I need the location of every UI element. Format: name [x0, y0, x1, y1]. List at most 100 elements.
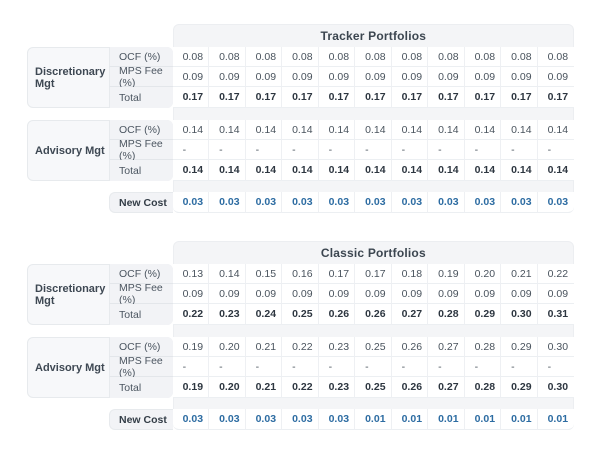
fee-value-cell: 0.09	[464, 67, 502, 87]
row-label: Total	[109, 160, 173, 181]
fee-value-cell: 0.21	[245, 337, 283, 357]
fee-value-cell: 0.22	[537, 264, 575, 284]
fee-value-cell: 0.30	[537, 377, 575, 398]
fee-value-cell: 0.14	[245, 160, 283, 181]
fee-value-cell: 0.08	[428, 47, 465, 67]
fee-value-cell: 0.19	[428, 264, 465, 284]
fee-value-cell: 0.29	[464, 304, 502, 325]
fee-value-cell: 0.14	[209, 160, 246, 181]
fee-value-cell: 0.14	[282, 120, 319, 140]
fee-value-cell: 0.21	[245, 377, 283, 398]
fee-value-cell: -	[464, 357, 502, 377]
fee-value-cell: 0.29	[501, 377, 538, 398]
fee-value-cell: 0.09	[355, 284, 392, 304]
fee-value-cell: 0.14	[209, 120, 246, 140]
new-cost-value-cell: 0.03	[318, 192, 356, 213]
fee-value-cell: 0.25	[282, 304, 319, 325]
fee-value-cell: 0.16	[282, 264, 319, 284]
fee-value-cell: 0.17	[172, 87, 210, 108]
fee-value-cell: 0.09	[318, 67, 356, 87]
fee-value-cell: 0.09	[428, 67, 465, 87]
fee-value-cell: 0.14	[245, 120, 283, 140]
fee-value-cell: 0.14	[318, 120, 356, 140]
fee-value-cell: -	[172, 140, 210, 160]
fee-value-cell: 0.08	[391, 47, 429, 67]
fee-value-cell: 0.08	[537, 47, 575, 67]
new-cost-value-cell: 0.01	[537, 409, 575, 430]
fee-value-cell: 0.09	[172, 67, 210, 87]
row-label: OCF (%)	[109, 120, 173, 140]
fee-value-cell: 0.09	[501, 67, 538, 87]
fee-value-cell: -	[245, 357, 283, 377]
fee-value-cell: 0.08	[501, 47, 538, 67]
fee-value-cell: -	[501, 357, 538, 377]
new-cost-value-cell: 0.03	[245, 409, 283, 430]
fee-value-cell: 0.08	[172, 47, 210, 67]
row-label: Total	[109, 304, 173, 325]
fee-value-cell: 0.17	[464, 87, 502, 108]
fee-value-cell: 0.14	[428, 160, 465, 181]
row-label: MPS Fee (%)	[109, 282, 173, 306]
fee-value-cell: -	[209, 140, 246, 160]
row-label: Total	[109, 87, 173, 108]
fee-value-cell: -	[464, 140, 502, 160]
fee-value-cell: 0.29	[501, 337, 538, 357]
new-cost-value-cell: 0.01	[464, 409, 502, 430]
fee-value-cell: 0.28	[428, 304, 465, 325]
fee-value-cell: 0.09	[318, 284, 356, 304]
new-cost-value-cell: 0.03	[501, 192, 538, 213]
fee-value-cell: 0.26	[391, 377, 429, 398]
fee-value-cell: 0.14	[501, 160, 538, 181]
new-cost-value-cell: 0.01	[355, 409, 392, 430]
fee-table-classic: Classic Portfolios Discretionary Mgt OCF …	[0, 241, 602, 430]
fee-value-cell: 0.09	[209, 284, 246, 304]
table-title: Classic Portfolios	[320, 245, 426, 260]
fee-value-cell: 0.09	[245, 67, 283, 87]
group-label: Advisory Mgt	[35, 361, 105, 374]
fee-value-cell: -	[428, 140, 465, 160]
fee-value-cell: 0.25	[355, 337, 392, 357]
fee-value-cell: 0.17	[318, 87, 356, 108]
fee-value-cell: 0.14	[464, 120, 502, 140]
new-cost-value-cell: 0.03	[391, 192, 429, 213]
new-cost-value-cell: 0.01	[428, 409, 465, 430]
row-label: MPS Fee (%)	[109, 65, 173, 89]
new-cost-label: New Cost	[109, 409, 173, 430]
fee-value-cell: -	[318, 140, 356, 160]
fee-value-cell: 0.09	[172, 284, 210, 304]
fee-value-cell: 0.26	[355, 304, 392, 325]
row-label: MPS Fee (%)	[109, 138, 173, 162]
new-cost-value-cell: 0.03	[209, 409, 246, 430]
row-label: MPS Fee (%)	[109, 355, 173, 379]
new-cost-value-cell: 0.03	[537, 192, 575, 213]
fee-value-cell: 0.14	[355, 160, 392, 181]
fee-value-cell: 0.08	[245, 47, 283, 67]
row-label: OCF (%)	[109, 337, 173, 357]
fee-value-cell: 0.18	[391, 264, 429, 284]
fee-value-cell: 0.08	[282, 47, 319, 67]
fee-value-cell: 0.08	[209, 47, 246, 67]
fee-value-cell: 0.08	[318, 47, 356, 67]
table-title: Tracker Portfolios	[320, 28, 427, 43]
fee-value-cell: -	[391, 140, 429, 160]
fee-value-cell: 0.30	[501, 304, 538, 325]
fee-value-cell: 0.31	[537, 304, 575, 325]
new-cost-value-cell: 0.03	[355, 192, 392, 213]
fee-value-cell: -	[282, 357, 319, 377]
fee-value-cell: 0.17	[537, 87, 575, 108]
fee-value-cell: 0.08	[464, 47, 502, 67]
fee-value-cell: 0.22	[282, 377, 319, 398]
fee-value-cell: 0.17	[391, 87, 429, 108]
fee-value-cell: 0.23	[318, 337, 356, 357]
fee-value-cell: 0.17	[355, 264, 392, 284]
fee-value-cell: -	[537, 140, 575, 160]
group-label: Advisory Mgt	[35, 144, 105, 157]
fee-value-cell: 0.14	[391, 120, 429, 140]
fee-value-cell: 0.22	[172, 304, 210, 325]
fee-value-cell: 0.25	[355, 377, 392, 398]
new-cost-value-cell: 0.03	[428, 192, 465, 213]
fee-value-cell: 0.23	[209, 304, 246, 325]
new-cost-value-cell: 0.03	[282, 409, 319, 430]
fee-value-cell: 0.09	[537, 284, 575, 304]
fee-value-cell: 0.30	[537, 337, 575, 357]
